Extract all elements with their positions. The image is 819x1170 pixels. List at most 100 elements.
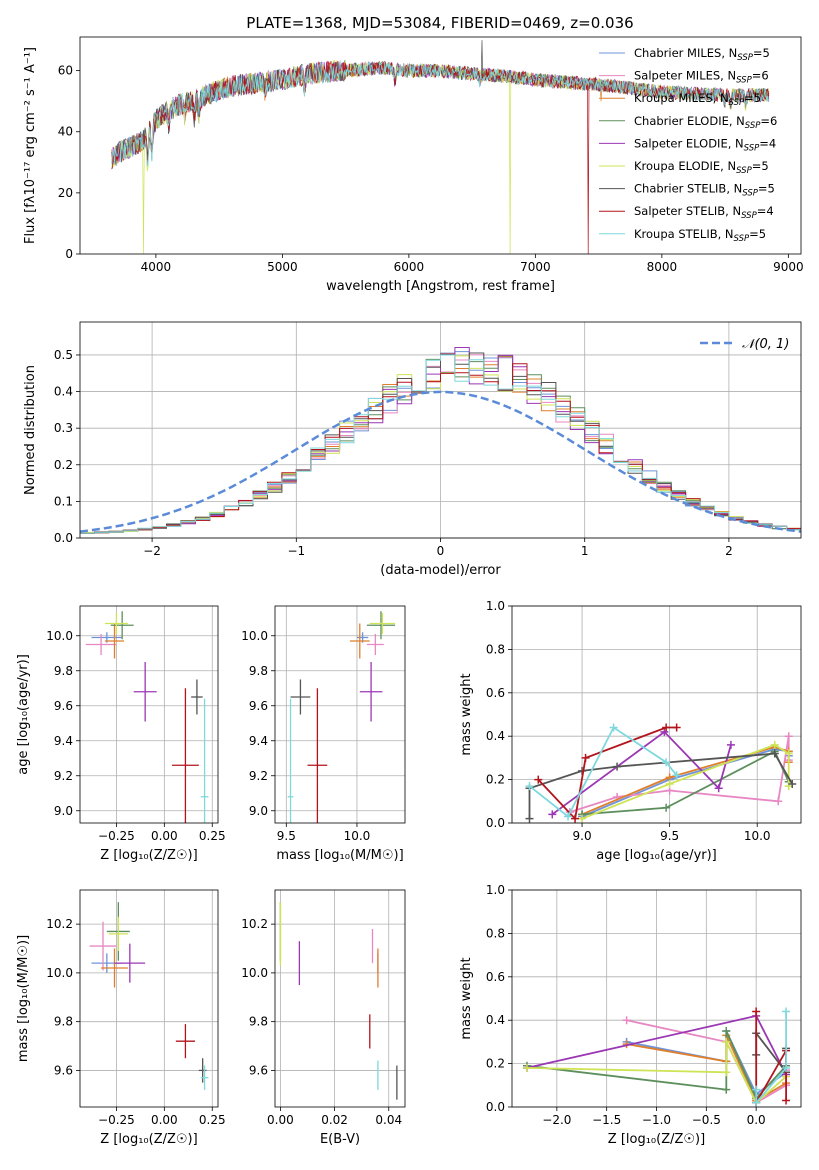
errorbar-chabrier-elodie [110, 611, 134, 640]
y-tick-label: 9.8 [249, 664, 268, 678]
series-point [525, 782, 534, 791]
series-point [722, 1027, 731, 1036]
errorbar-kroupa-stelib [200, 698, 209, 823]
y-tick-label: 10.0 [241, 629, 268, 643]
series-chabrier-miles [578, 745, 793, 821]
x-tick-label: −2.0 [542, 1113, 571, 1127]
panel-residuals: −2 −1 0 1 2 0.0 0.1 0.2 0.3 0.4 0.5 (data-model)/er… [23, 321, 802, 578]
legend-label: Chabrier ELODIE, NSSP=6 [634, 114, 777, 131]
legend-label: Kroupa MILES, NSSP=5 [634, 91, 761, 108]
x-tick-label: 0.00 [151, 1113, 178, 1127]
y-tick-label: 0.3 [54, 421, 73, 435]
series-line [528, 752, 793, 819]
y-tick-label: 10.2 [241, 917, 268, 931]
errorbar-kroupa-elodie [104, 613, 128, 634]
series-point [622, 1016, 631, 1025]
series-point [784, 749, 793, 758]
y-tick-label: 0.2 [54, 458, 73, 472]
x-tick-label: 10.0 [344, 829, 371, 843]
series-point [672, 771, 681, 780]
errorbar-salpeter-stelib [307, 688, 328, 823]
errorbar-salpeter-elodie [359, 662, 383, 722]
y-tick-label: 0.5 [54, 348, 73, 362]
axes-frame [79, 321, 802, 539]
y-tick-label: 0.2 [486, 1057, 505, 1071]
legend-label: Chabrier MILES, NSSP=5 [634, 46, 770, 63]
x-axis-label: age [log₁₀(age/yr)] [596, 848, 717, 863]
x-axis-label: Z [log₁₀(Z/Z☉)] [608, 1132, 705, 1147]
panel-age_vs_Z: −0.25 0.00 0.25 9.0 9.2 9.4 9.6 9.8 10.0 Z [log₁₀… [16, 605, 226, 863]
series-point [752, 1098, 761, 1107]
errorbar-kroupa-miles [349, 623, 370, 659]
y-tick-label: 0.1 [54, 494, 73, 508]
x-tick-label: 9000 [773, 260, 804, 274]
y-tick-label: 9.8 [54, 1015, 73, 1029]
series-point [581, 753, 590, 762]
errorbar-kroupa-elodie [369, 613, 396, 634]
x-axis-label: E(B-V) [320, 1132, 360, 1147]
series-point [525, 814, 534, 823]
y-tick-label: 60 [58, 64, 73, 78]
series-point [571, 814, 580, 823]
x-axis-label: Z [log₁₀(Z/Z☉)] [100, 848, 197, 863]
series-kroupa-stelib [525, 723, 681, 821]
x-tick-label: 0.0 [747, 1113, 766, 1127]
panel-spectrum: 4000 5000 6000 7000 8000 9000 0 20 40 60 wavelengt… [23, 36, 804, 294]
series-point [770, 749, 779, 758]
series-line [755, 1030, 787, 1075]
legend-label: Kroupa STELIB, NSSP=5 [634, 227, 766, 244]
legend-label: Salpeter MILES, NSSP=6 [634, 69, 769, 86]
x-tick-label: −0.25 [98, 829, 135, 843]
x-tick-label: 0.25 [199, 1113, 226, 1127]
gaussian-reference-curve [80, 390, 801, 533]
axes-frame [79, 605, 219, 824]
series-point [722, 1037, 731, 1046]
y-tick-label: 10.2 [46, 917, 73, 931]
series-point [564, 812, 573, 821]
x-tick-label: 5000 [267, 260, 298, 274]
y-tick-label: 20 [58, 186, 73, 200]
x-tick-label: 0 [437, 544, 445, 558]
y-tick-label: 9.6 [54, 699, 73, 713]
errorbar-kroupa-miles [101, 948, 128, 988]
series-point [752, 1007, 761, 1016]
series-point [782, 1063, 791, 1072]
y-tick-label: 1.0 [486, 883, 505, 897]
y-axis-label: mass weight [459, 957, 474, 1039]
x-tick-label: 9.5 [660, 829, 679, 843]
figure-title: PLATE=1368, MJD=53084, FIBERID=0469, z=0… [246, 14, 633, 32]
y-tick-label: 0.2 [486, 773, 505, 787]
legend-label: 𝒩(0, 1) [742, 337, 789, 352]
x-tick-label: −1.5 [592, 1113, 621, 1127]
series-point [578, 814, 587, 823]
panel-weight_vs_Z: −2.0 −1.5 −1.0 −0.5 0.0 0.0 0.2 0.4 0.6 0.8 1.0 Z [… [459, 883, 802, 1147]
y-tick-label: 9.6 [249, 699, 268, 713]
legend-spectrum: Chabrier MILES, NSSP=5 Salpeter MILES, NS… [599, 46, 777, 244]
y-tick-label: 10.0 [241, 966, 268, 980]
errorbar-chabrier-stelib [191, 679, 203, 715]
series-point [770, 740, 779, 749]
series-point [782, 1007, 791, 1016]
x-tick-label: 0.00 [267, 1113, 294, 1127]
series-point [782, 1096, 791, 1105]
plot-area-age_vs_mass [287, 611, 396, 823]
series-point [662, 803, 671, 812]
y-tick-label: 0.4 [54, 385, 73, 399]
series-point [672, 723, 681, 732]
y-tick-label: 0.0 [486, 1100, 505, 1114]
y-tick-label: 9.0 [249, 804, 268, 818]
series-line [528, 726, 678, 818]
y-tick-label: 9.8 [249, 1015, 268, 1029]
panel-mass_vs_Z: −0.25 0.00 0.25 9.6 9.8 10.0 10.2 Z [log₁₀(Z/Z☉… [16, 889, 226, 1147]
axes-frame [79, 889, 219, 1108]
panel-weight_vs_age: 9.0 9.5 10.0 0.0 0.2 0.4 0.6 0.8 1.0 age [log₁₀(a… [459, 599, 802, 863]
y-axis-label: Normed distribution [23, 365, 38, 495]
series-point [714, 784, 723, 793]
plot-area-mass_vs_Z [89, 902, 209, 1090]
x-tick-label: 10.0 [744, 829, 771, 843]
series-point [784, 732, 793, 741]
series-point [613, 762, 622, 771]
x-tick-label: −1.0 [642, 1113, 671, 1127]
series-kroupa-elodie [578, 740, 793, 823]
